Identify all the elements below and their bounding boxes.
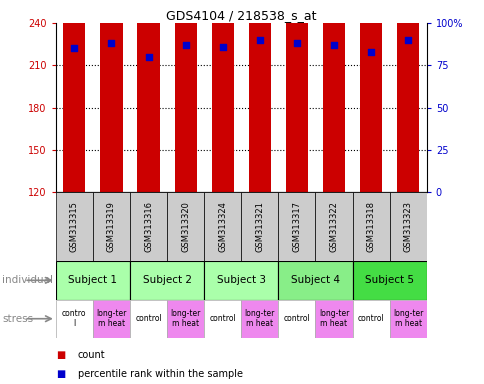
Point [144,54,152,60]
Text: contro
l: contro l [62,309,87,328]
Bar [56,192,93,261]
Bar [389,300,426,338]
Point [330,42,337,48]
Text: GSM313316: GSM313316 [144,201,153,252]
Point [292,40,300,46]
Bar [100,0,122,192]
Text: Subject 5: Subject 5 [364,275,413,285]
Text: ■: ■ [56,369,65,379]
Bar [359,17,381,192]
Bar [204,261,278,300]
Point [70,45,78,51]
Bar [278,192,315,261]
Bar [93,192,130,261]
Text: control: control [357,314,384,323]
Point [404,37,411,43]
Bar [166,300,204,338]
Bar [130,261,204,300]
Point [107,40,115,46]
Bar [166,192,204,261]
Text: long-ter
m heat: long-ter m heat [244,309,274,328]
Text: count: count [77,350,105,360]
Text: stress: stress [2,314,33,324]
Bar [211,0,233,192]
Bar [248,0,271,192]
Point [218,44,226,50]
Text: GSM313320: GSM313320 [181,201,190,252]
Bar [137,22,159,192]
Bar [315,192,352,261]
Bar [389,192,426,261]
Bar [352,261,426,300]
Text: GSM313324: GSM313324 [218,201,227,252]
Point [366,49,374,55]
Text: Subject 4: Subject 4 [290,275,339,285]
Text: control: control [209,314,236,323]
Text: GSM313322: GSM313322 [329,201,338,252]
Text: GSM313319: GSM313319 [106,201,116,252]
Bar [322,0,345,192]
Text: ■: ■ [56,350,65,360]
Bar [315,300,352,338]
Text: GSM313318: GSM313318 [366,201,375,252]
Bar [241,192,278,261]
Text: GSM313321: GSM313321 [255,201,264,252]
Point [256,37,263,43]
Text: GSM313323: GSM313323 [403,201,412,252]
Text: Subject 2: Subject 2 [142,275,191,285]
Bar [130,300,166,338]
Text: individual: individual [2,275,53,285]
Bar [56,300,93,338]
Text: percentile rank within the sample: percentile rank within the sample [77,369,242,379]
Point [182,42,189,48]
Text: Subject 3: Subject 3 [216,275,265,285]
Text: control: control [135,314,162,323]
Bar [241,300,278,338]
Bar [130,192,166,261]
Text: control: control [283,314,310,323]
Bar [93,300,130,338]
Bar [352,192,389,261]
Bar [278,261,352,300]
Bar [396,0,419,192]
Title: GDS4104 / 218538_s_at: GDS4104 / 218538_s_at [166,9,316,22]
Text: Subject 1: Subject 1 [68,275,117,285]
Text: GSM313315: GSM313315 [70,201,79,252]
Text: GSM313317: GSM313317 [292,201,301,252]
Bar [174,0,197,192]
Bar [56,261,130,300]
Text: long-ter
m heat: long-ter m heat [96,309,126,328]
Bar [204,192,241,261]
Bar [352,300,389,338]
Text: long-ter
m heat: long-ter m heat [170,309,200,328]
Bar [278,300,315,338]
Bar [285,0,307,192]
Bar [204,300,241,338]
Text: long-ter
m heat: long-ter m heat [392,309,423,328]
Bar [63,0,85,192]
Text: long-ter
m heat: long-ter m heat [318,309,348,328]
